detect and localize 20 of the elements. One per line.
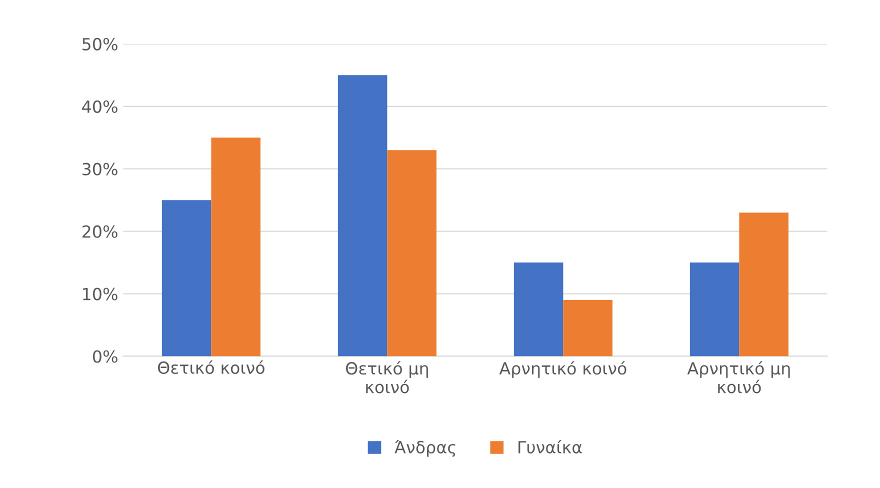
legend-label: Γυναίκα <box>518 440 582 454</box>
y-tick-label: 20% <box>82 225 118 238</box>
bar <box>690 262 740 356</box>
bar <box>338 75 388 356</box>
x-tick-label: Αρνητικό μη κοινό <box>687 361 790 394</box>
bar <box>514 262 564 356</box>
y-tick-label: 50% <box>82 38 118 50</box>
bar <box>387 150 436 356</box>
x-tick-label: Αρνητικό κοινό <box>499 361 626 378</box>
x-tick-label: Θετικό μη κοινό <box>346 361 428 394</box>
legend-label: Άνδρας <box>394 440 456 457</box>
x-tick-label: Θετικό κοινό <box>158 360 264 374</box>
bar <box>211 138 260 356</box>
bar <box>739 212 788 356</box>
y-tick-label: 30% <box>82 162 118 176</box>
y-tick-label: 40% <box>82 100 118 113</box>
bar <box>563 300 612 356</box>
bar <box>162 200 212 356</box>
y-tick-label: 0% <box>93 350 118 363</box>
y-tick-label: 10% <box>83 288 118 300</box>
